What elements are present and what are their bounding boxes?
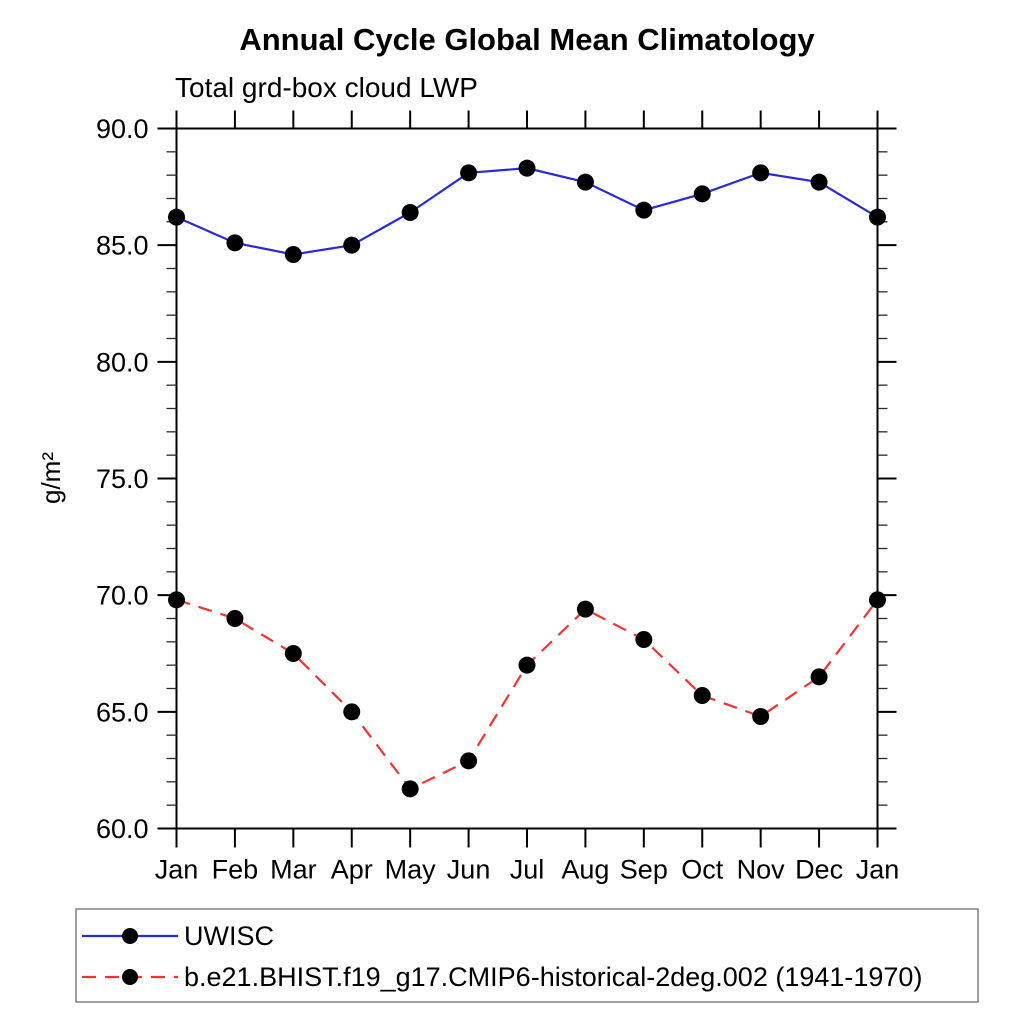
data-point-1-Oct xyxy=(693,687,711,704)
data-point-1-Apr xyxy=(343,703,361,721)
data-point-0-Oct xyxy=(693,185,711,203)
data-point-1-Nov xyxy=(752,708,770,725)
data-point-0-Jun xyxy=(460,164,478,182)
series-layer xyxy=(168,159,886,798)
data-point-0-Sep xyxy=(635,201,653,219)
plot-box xyxy=(175,127,879,830)
data-point-0-Mar xyxy=(284,246,302,263)
y-tick-label: 80.0 xyxy=(96,347,149,377)
data-point-1-Dec xyxy=(810,668,828,686)
x-tick-label: Nov xyxy=(737,855,786,885)
legend-box xyxy=(75,908,979,1003)
x-tick-label: Dec xyxy=(795,855,843,885)
data-point-0-Nov xyxy=(752,164,770,182)
data-point-1-May xyxy=(401,780,419,798)
legend-marker-1 xyxy=(122,969,138,985)
x-tick-label: Mar xyxy=(270,855,317,885)
data-point-1-Jul xyxy=(518,656,536,674)
x-tick-label: Aug xyxy=(561,855,609,885)
x-tick-label: Apr xyxy=(331,855,373,885)
chart-subtitle: Total grd-box cloud LWP xyxy=(175,72,478,103)
data-point-0-Apr xyxy=(343,236,361,254)
y-tick-label: 90.0 xyxy=(96,114,149,144)
y-tick-label: 60.0 xyxy=(96,814,149,844)
axes-layer: Jan Feb Mar Apr May Jun Jul Aug Sep Oct Nov Dec Jan6… xyxy=(96,110,900,885)
y-tick-label: 85.0 xyxy=(96,231,149,261)
x-tick-label: May xyxy=(385,855,437,885)
x-tick-label: Jul xyxy=(510,855,545,885)
legend-label-0: UWISC xyxy=(184,921,274,951)
data-point-0-Feb xyxy=(226,234,244,252)
x-tick-label: Oct xyxy=(681,855,724,885)
legend-marker-0 xyxy=(122,928,138,944)
y-axis-label: g/m² xyxy=(36,452,66,504)
data-point-0-Jan xyxy=(168,208,185,226)
legend-label-1: b.e21.BHIST.f19_g17.CMIP6-historical-2de… xyxy=(184,962,922,992)
series-line-1 xyxy=(176,598,879,791)
x-tick-label: Jan xyxy=(155,855,199,885)
data-point-1-Mar xyxy=(284,645,302,662)
data-point-1-Jan xyxy=(168,591,185,609)
data-point-1-Sep xyxy=(635,631,653,648)
data-point-1-Feb xyxy=(226,610,244,627)
x-tick-label: Jun xyxy=(447,855,491,885)
chart-title: Annual Cycle Global Mean Climatology xyxy=(239,22,815,57)
x-tick-label: Sep xyxy=(620,855,668,885)
y-tick-label: 70.0 xyxy=(96,581,149,611)
y-tick-label: 65.0 xyxy=(96,697,149,727)
data-point-0-Jan xyxy=(869,208,886,226)
x-tick-label: Jan xyxy=(856,855,900,885)
series-line-0 xyxy=(176,167,879,256)
data-point-0-Aug xyxy=(576,173,594,191)
data-point-1-Aug xyxy=(576,600,594,618)
data-point-0-Dec xyxy=(810,173,828,191)
y-tick-label: 75.0 xyxy=(96,464,149,494)
x-tick-label: Feb xyxy=(212,855,259,885)
legend: UWISC b.e21.BHIST.f19_g17.CMIP6-historica… xyxy=(75,908,979,1003)
data-point-1-Jan xyxy=(869,591,886,609)
legend-rows: UWISC b.e21.BHIST.f19_g17.CMIP6-historica… xyxy=(82,921,922,992)
data-point-1-Jun xyxy=(460,752,478,770)
data-point-0-Jul xyxy=(518,159,536,177)
data-point-0-May xyxy=(401,204,419,221)
